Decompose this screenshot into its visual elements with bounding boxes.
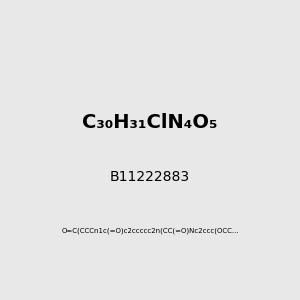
Text: C₃₀H₃₁ClN₄O₅: C₃₀H₃₁ClN₄O₅ [82, 113, 218, 133]
Text: B11222883: B11222883 [110, 170, 190, 184]
Text: O=C(CCCn1c(=O)c2ccccc2n(CC(=O)Nc2ccc(OCC...: O=C(CCCn1c(=O)c2ccccc2n(CC(=O)Nc2ccc(OCC… [61, 228, 239, 234]
